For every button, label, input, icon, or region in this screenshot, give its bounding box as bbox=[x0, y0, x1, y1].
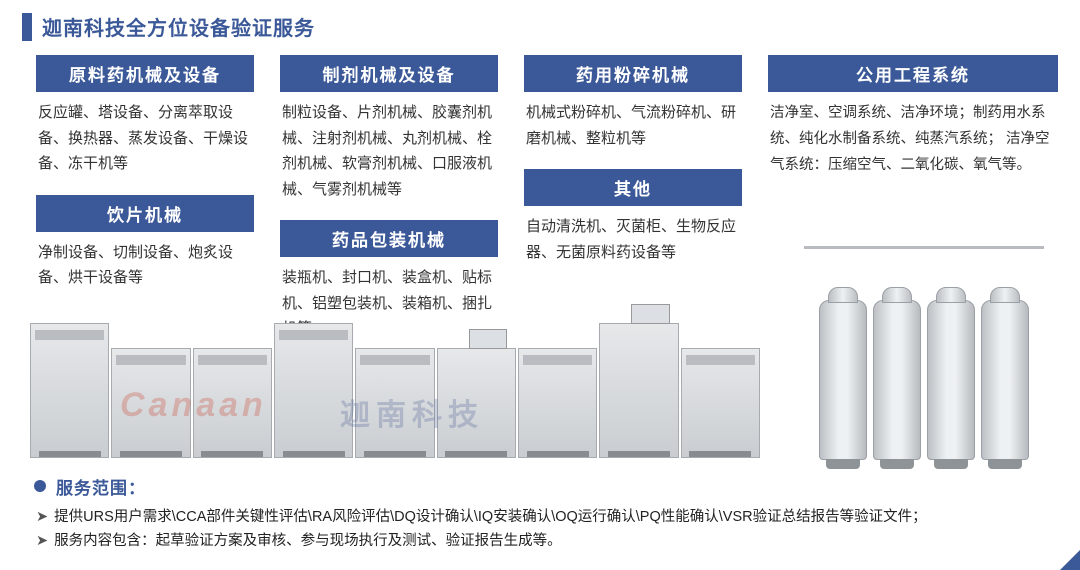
storage-tank bbox=[981, 300, 1029, 460]
card-title: 原料药机械及设备 bbox=[36, 55, 254, 92]
footer-text-1: 提供URS用户需求\CCA部件关键性评估\RA风险评估\DQ设计确认\IQ安装确… bbox=[54, 509, 926, 525]
page-corner-accent bbox=[1060, 550, 1080, 570]
bullet-icon bbox=[34, 480, 46, 492]
chevron-icon: ➤ bbox=[36, 533, 48, 549]
card-title: 其他 bbox=[524, 169, 742, 206]
card-body: 机械式粉碎机、气流粉碎机、研磨机械、整粒机等 bbox=[524, 92, 742, 151]
footer-title: 服务范围： bbox=[56, 474, 146, 499]
card-body: 制粒设备、片剂机械、胶囊剂机械、注射剂机械、丸剂机械、栓剂机械、软膏剂机械、口服… bbox=[280, 92, 498, 202]
page-title: 迦南科技全方位设备验证服务 bbox=[42, 12, 315, 41]
tank-system-illustration bbox=[804, 260, 1044, 460]
footer-text-2: 服务内容包含：起草验证方案及审核、参与现场执行及测试、验证报告生成等。 bbox=[54, 533, 562, 549]
card-decoction: 饮片机械 净制设备、切制设备、炮炙设备、烘干设备等 bbox=[36, 195, 254, 291]
storage-tank bbox=[873, 300, 921, 460]
machine-module bbox=[111, 348, 190, 458]
card-body: 洁净室、空调系统、洁净环境；制药用水系统、纯化水制备系统、纯蒸汽系统； 洁净空气… bbox=[768, 92, 1058, 178]
footer-line-2: ➤ 服务内容包含：起草验证方案及审核、参与现场执行及测试、验证报告生成等。 bbox=[34, 529, 1050, 554]
machine-module bbox=[193, 348, 272, 458]
card-title: 公用工程系统 bbox=[768, 55, 1058, 92]
card-body: 反应罐、塔设备、分离萃取设备、换热器、蒸发设备、干燥设备、冻干机等 bbox=[36, 92, 254, 177]
card-title: 药用粉碎机械 bbox=[524, 55, 742, 92]
card-crushing: 药用粉碎机械 机械式粉碎机、气流粉碎机、研磨机械、整粒机等 bbox=[524, 55, 742, 151]
card-preparation: 制剂机械及设备 制粒设备、片剂机械、胶囊剂机械、注射剂机械、丸剂机械、栓剂机械、… bbox=[280, 55, 498, 202]
machine-module bbox=[599, 323, 678, 458]
card-title: 饮片机械 bbox=[36, 195, 254, 232]
chevron-icon: ➤ bbox=[36, 509, 48, 525]
storage-tank bbox=[819, 300, 867, 460]
machine-module bbox=[518, 348, 597, 458]
header-accent-bar bbox=[22, 13, 32, 41]
card-body: 净制设备、切制设备、炮炙设备、烘干设备等 bbox=[36, 232, 254, 291]
card-raw-material: 原料药机械及设备 反应罐、塔设备、分离萃取设备、换热器、蒸发设备、干燥设备、冻干… bbox=[36, 55, 254, 177]
storage-tank bbox=[927, 300, 975, 460]
footer-line-1: ➤ 提供URS用户需求\CCA部件关键性评估\RA风险评估\DQ设计确认\IQ安装… bbox=[34, 505, 1050, 530]
service-scope-footer: 服务范围： ➤ 提供URS用户需求\CCA部件关键性评估\RA风险评估\DQ设计确… bbox=[34, 474, 1050, 554]
card-title: 药品包装机械 bbox=[280, 220, 498, 257]
footer-header: 服务范围： bbox=[34, 474, 1050, 499]
machine-module bbox=[30, 323, 109, 458]
page-header: 迦南科技全方位设备验证服务 bbox=[0, 0, 1080, 41]
card-utility: 公用工程系统 洁净室、空调系统、洁净环境；制药用水系统、纯化水制备系统、纯蒸汽系… bbox=[768, 55, 1058, 178]
machine-module bbox=[681, 348, 760, 458]
card-other: 其他 自动清洗机、灭菌柜、生物反应器、无菌原料药设备等 bbox=[524, 169, 742, 265]
card-body: 自动清洗机、灭菌柜、生物反应器、无菌原料药设备等 bbox=[524, 206, 742, 265]
card-title: 制剂机械及设备 bbox=[280, 55, 498, 92]
watermark-cn: 迦南科技 bbox=[340, 390, 484, 434]
